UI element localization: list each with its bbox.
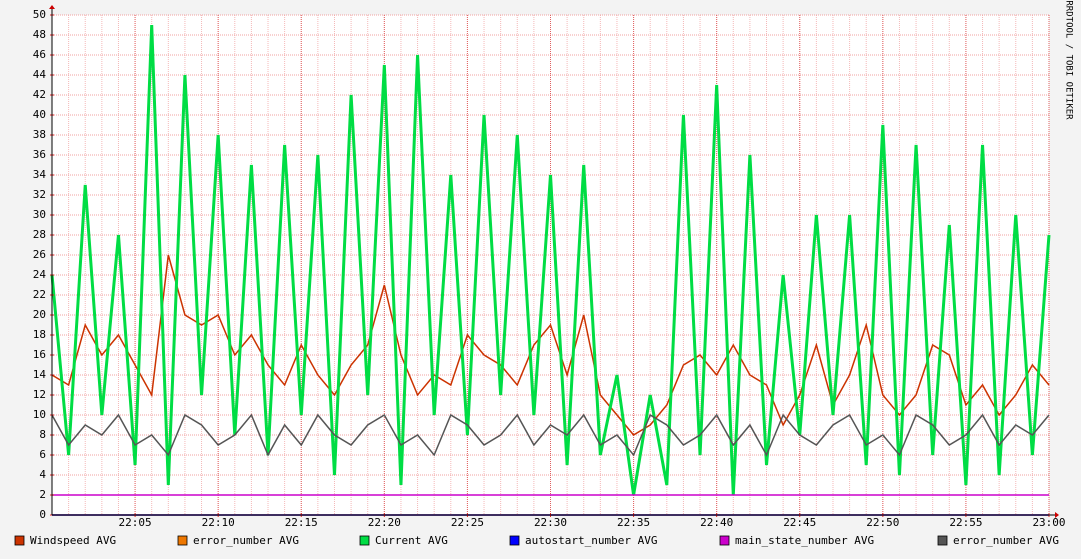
y-tick-label: 14 [33, 368, 47, 381]
x-tick-label: 22:45 [783, 516, 816, 529]
y-tick-label: 30 [33, 208, 46, 221]
y-tick-label: 48 [33, 28, 46, 41]
y-tick-label: 26 [33, 248, 46, 261]
y-tick-label: 2 [39, 488, 46, 501]
x-tick-label: 22:55 [949, 516, 982, 529]
x-tick-label: 22:05 [119, 516, 152, 529]
legend-label: Windspeed AVG [30, 534, 116, 547]
legend: Windspeed AVG error_number AVG Current AVG… [14, 534, 1059, 547]
watermark: RRDTOOL / TOBI OETIKER [1064, 0, 1074, 120]
y-tick-label: 28 [33, 228, 46, 241]
x-tick-label: 22:15 [285, 516, 318, 529]
y-tick-label: 16 [33, 348, 46, 361]
y-tick-label: 12 [33, 388, 46, 401]
x-tick-label: 22:50 [866, 516, 899, 529]
y-tick-label: 22 [33, 288, 46, 301]
y-tick-label: 50 [33, 8, 46, 21]
series-line [51, 254, 1050, 436]
series-line [51, 413, 1050, 457]
y-tick-label: 20 [33, 308, 46, 321]
x-tick-label: 23:00 [1032, 516, 1065, 529]
y-tick-label: 38 [33, 128, 46, 141]
x-tick-label: 22:40 [700, 516, 733, 529]
series-line [50, 24, 1051, 496]
legend-swatch [14, 535, 25, 546]
x-tick-label: 22:20 [368, 516, 401, 529]
legend-swatch [509, 535, 520, 546]
y-arrow [49, 5, 55, 9]
x-tick-label: 22:25 [451, 516, 484, 529]
legend-label: main_state_number AVG [735, 534, 874, 547]
y-tick-label: 0 [39, 508, 46, 521]
y-tick-label: 4 [39, 468, 46, 481]
y-tick-label: 36 [33, 148, 46, 161]
y-tick-label: 42 [33, 88, 46, 101]
legend-swatch [937, 535, 948, 546]
legend-swatch [719, 535, 730, 546]
x-arrow [1055, 512, 1059, 518]
x-tick-label: 22:35 [617, 516, 650, 529]
y-tick-label: 40 [33, 108, 46, 121]
y-tick-label: 10 [33, 408, 46, 421]
y-tick-label: 32 [33, 188, 46, 201]
y-tick-label: 46 [33, 48, 46, 61]
axes: 0246810121416182022242628303234363840424… [33, 5, 1066, 529]
grid [52, 14, 1050, 516]
y-tick-label: 18 [33, 328, 46, 341]
x-tick-label: 22:10 [202, 516, 235, 529]
y-tick-label: 34 [33, 168, 47, 181]
y-tick-label: 24 [33, 268, 47, 281]
x-tick-label: 22:30 [534, 516, 567, 529]
legend-label: Current AVG [375, 534, 448, 547]
y-tick-label: 8 [39, 428, 46, 441]
legend-label: autostart_number AVG [525, 534, 657, 547]
legend-label: error_number AVG [193, 534, 299, 547]
y-tick-label: 6 [39, 448, 46, 461]
legend-label: error_number AVG [953, 534, 1059, 547]
legend-swatch [359, 535, 370, 546]
y-tick-label: 44 [33, 68, 47, 81]
legend-swatch [177, 535, 188, 546]
